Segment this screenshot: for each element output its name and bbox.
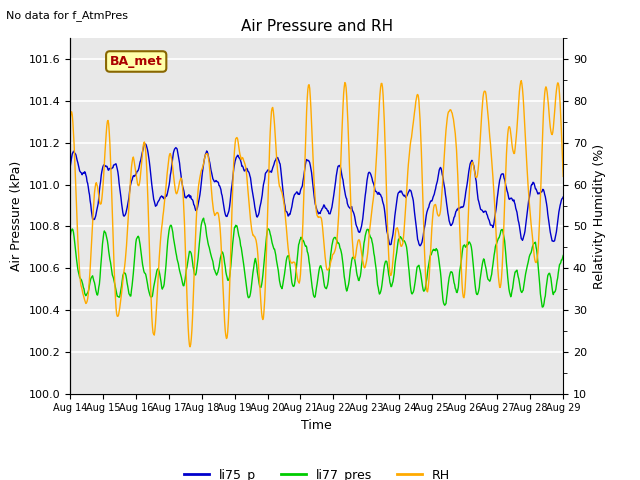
Title: Air Pressure and RH: Air Pressure and RH: [241, 20, 393, 35]
Legend: li75_p, li77_pres, RH: li75_p, li77_pres, RH: [179, 464, 455, 480]
Text: No data for f_AtmPres: No data for f_AtmPres: [6, 10, 129, 21]
Y-axis label: Relativity Humidity (%): Relativity Humidity (%): [593, 144, 605, 288]
X-axis label: Time: Time: [301, 419, 332, 432]
Y-axis label: Air Pressure (kPa): Air Pressure (kPa): [10, 161, 24, 271]
Text: BA_met: BA_met: [110, 55, 163, 68]
